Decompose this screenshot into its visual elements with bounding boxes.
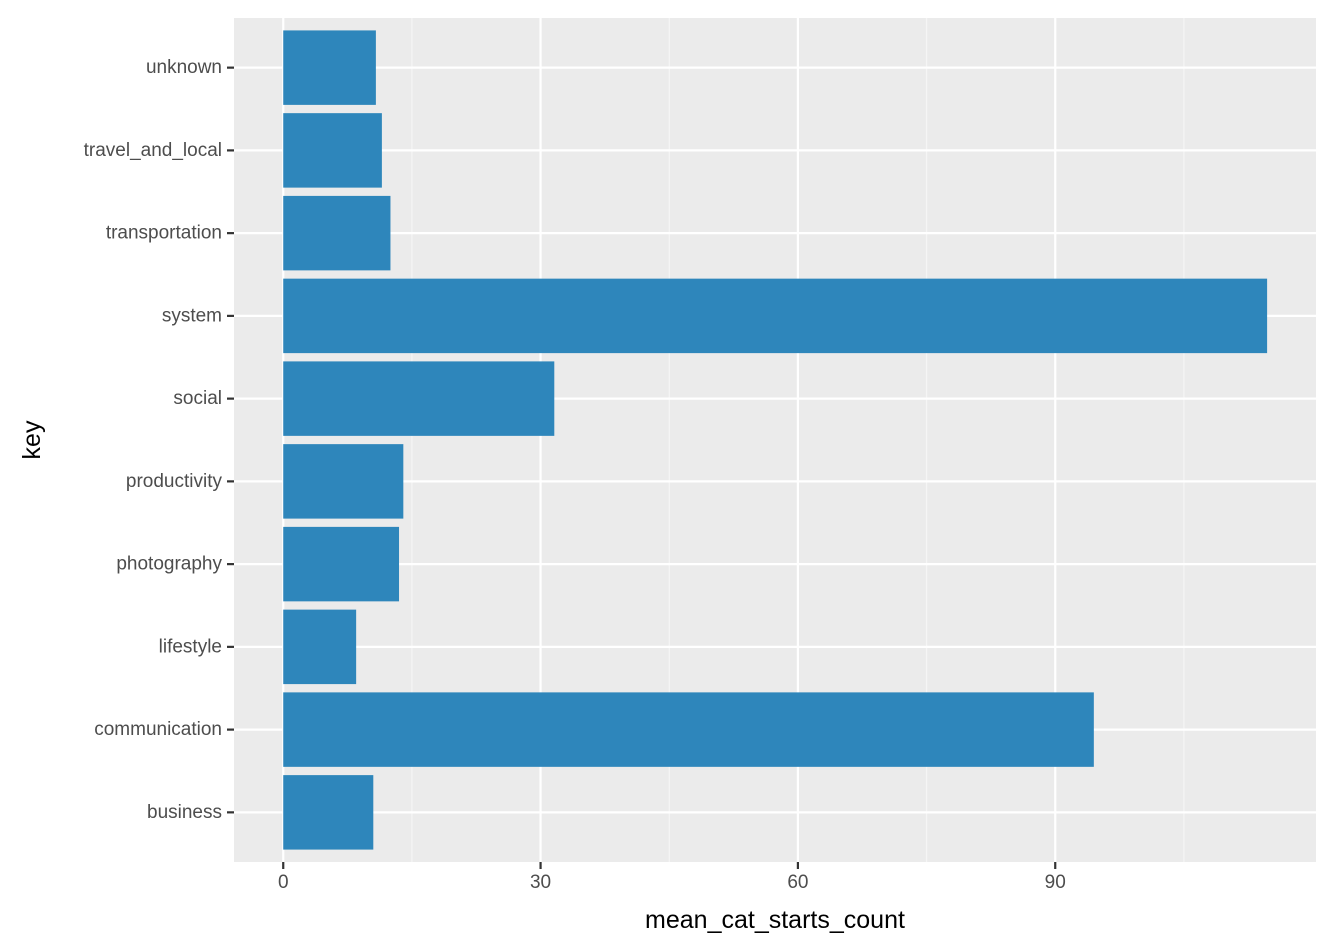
bar-business — [283, 775, 374, 850]
bar-unknown — [283, 30, 376, 105]
y-tick-label: communication — [94, 719, 222, 740]
bar-lifestyle — [283, 609, 357, 685]
bar-photography — [283, 526, 400, 602]
y-tick-label: lifestyle — [159, 636, 222, 657]
y-axis-title: key — [18, 420, 46, 459]
y-tick-label: social — [173, 388, 222, 409]
x-tick-label: 90 — [1045, 872, 1066, 893]
x-tick-label: 30 — [530, 872, 551, 893]
bar-transportation — [283, 195, 391, 271]
bar-productivity — [283, 444, 404, 519]
y-tick-label: productivity — [126, 471, 223, 492]
bars — [283, 30, 1268, 850]
y-axis: business communication lifestyle photograph… — [84, 57, 234, 823]
x-axis-title: mean_cat_starts_count — [645, 906, 905, 934]
bar-communication — [283, 692, 1094, 767]
x-tick-label: 0 — [278, 872, 289, 893]
bar-system — [283, 278, 1268, 354]
y-tick-label: unknown — [146, 57, 222, 78]
y-tick-label: business — [147, 802, 222, 823]
x-tick-label: 60 — [787, 872, 808, 893]
y-tick-label: transportation — [106, 223, 222, 244]
bar-travel_and_local — [283, 113, 382, 188]
y-tick-label: travel_and_local — [84, 140, 222, 161]
x-axis: 0 30 60 90 — [278, 862, 1066, 893]
bar-social — [283, 361, 555, 436]
y-tick-label: photography — [116, 554, 222, 575]
y-tick-label: system — [162, 305, 222, 326]
